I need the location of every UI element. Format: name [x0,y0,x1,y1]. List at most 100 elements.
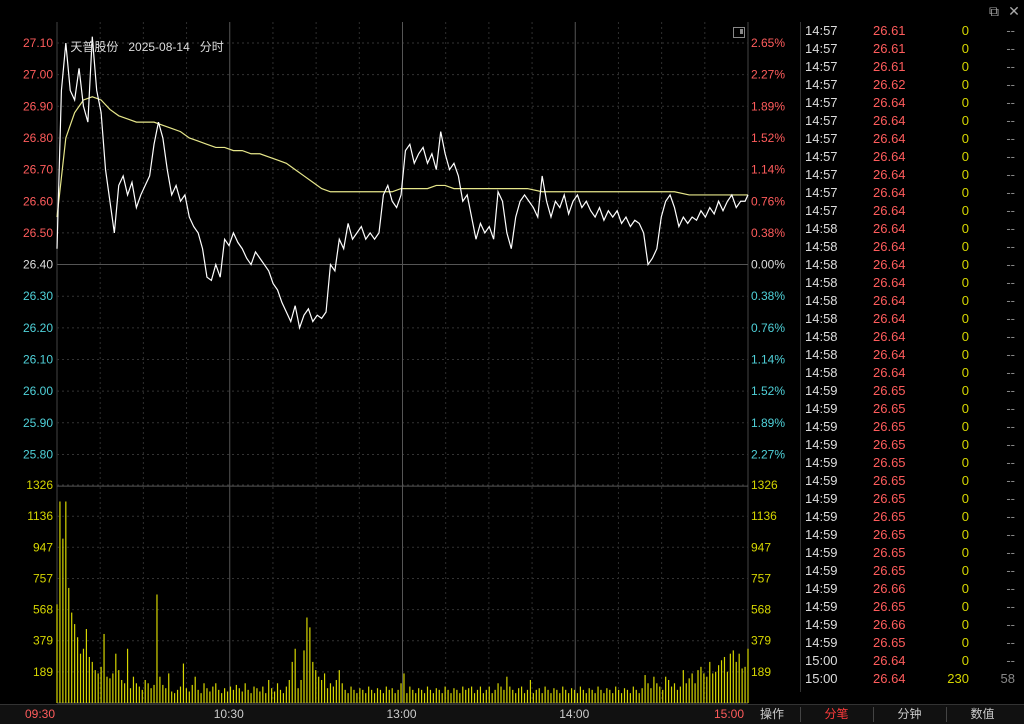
tab-minutes[interactable]: 分钟 [897,707,922,721]
trade-row: 14:58 26.64 0 -- [801,220,1024,238]
trade-price: 26.62 [873,77,906,92]
trade-row: 14:57 26.64 0 -- [801,94,1024,112]
volume-tick-label-right: 1136 [751,509,777,523]
trade-row: 14:58 26.64 0 -- [801,274,1024,292]
trade-flag: -- [1006,545,1015,560]
close-icon[interactable]: ✕ [1008,3,1020,19]
trade-price: 26.64 [873,185,906,200]
trade-price: 26.65 [873,491,906,506]
volume-tick-label-left: 757 [33,572,53,586]
trade-row: 14:58 26.64 0 -- [801,346,1024,364]
panel-toggle-icon[interactable] [733,27,745,38]
trade-time: 14:57 [805,77,838,92]
trade-row: 14:57 26.64 0 -- [801,184,1024,202]
trade-time: 14:58 [805,365,838,380]
trade-volume: 0 [961,347,969,362]
trade-row: 14:57 26.61 0 -- [801,58,1024,76]
trade-volume: 0 [961,41,969,56]
trade-time: 14:58 [805,329,838,344]
trade-row: 14:59 26.65 0 -- [801,490,1024,508]
tab-values[interactable]: 数值 [970,707,995,721]
chart-title: 天普股份 2025-08-14 分时 [57,24,234,69]
trade-time: 14:58 [805,311,838,326]
trade-row: 14:59 26.65 0 -- [801,418,1024,436]
trade-row: 14:57 26.64 0 -- [801,202,1024,220]
trade-row: 14:59 26.65 0 -- [801,544,1024,562]
trade-volume: 0 [961,563,969,578]
trade-volume: 0 [961,455,969,470]
trade-row: 14:59 26.65 0 -- [801,634,1024,652]
trade-volume: 0 [961,545,969,560]
intraday-chart[interactable]: 27.10 27.00 26.90 26.80 26.70 26.60 26.50 26.40… [0,22,800,723]
trade-price: 26.64 [873,311,906,326]
trade-volume: 0 [961,275,969,290]
trade-time: 14:58 [805,275,838,290]
trade-price: 26.64 [873,653,906,668]
trade-time: 14:57 [805,167,838,182]
trade-time: 14:57 [805,131,838,146]
trade-row: 14:58 26.64 0 -- [801,292,1024,310]
trade-volume: 0 [961,131,969,146]
trade-time: 14:59 [805,491,838,506]
trade-volume: 0 [961,635,969,650]
volume-tick-label-right: 379 [751,634,771,648]
trade-time: 14:59 [805,383,838,398]
trade-time: 14:59 [805,563,838,578]
trade-price: 26.65 [873,383,906,398]
trade-volume: 0 [961,401,969,416]
trade-flag: -- [1006,149,1015,164]
x-tick-label: 10:30 [213,707,244,721]
trade-time: 15:00 [805,671,838,686]
trade-time: 14:59 [805,509,838,524]
trade-time: 14:57 [805,41,838,56]
trade-row: 14:58 26.64 0 -- [801,364,1024,382]
trade-flag: -- [1006,383,1015,398]
price-tick-label: 25.80 [23,447,53,461]
percent-tick-label: 0.38% [751,226,785,240]
trade-volume: 0 [961,203,969,218]
trade-row: 14:58 26.64 0 -- [801,238,1024,256]
trade-price: 26.64 [873,257,906,272]
operate-button[interactable]: 操作 [759,707,784,721]
top-bar: ⧉ ✕ [0,0,1024,22]
trade-row: 14:58 26.64 0 -- [801,310,1024,328]
tab-ticks[interactable]: 分笔 [824,707,849,721]
trade-volume: 0 [961,311,969,326]
trade-flag: -- [1006,311,1015,326]
trade-volume: 0 [961,473,969,488]
percent-tick-label: 1.89% [751,416,785,430]
x-tick-label: 09:30 [25,707,56,721]
price-tick-label: 26.10 [23,353,53,367]
volume-tick-label-left: 1326 [26,478,53,492]
volume-tick-label-right: 947 [751,540,771,554]
trade-flag: -- [1006,401,1015,416]
trade-price: 26.64 [873,275,906,290]
trade-time: 14:59 [805,437,838,452]
trade-row: 14:57 26.61 0 -- [801,22,1024,40]
trade-flag: -- [1006,95,1015,110]
tick-trade-list[interactable]: 14:57 26.61 0 -- 14:57 26.61 0 -- 14:57 26.61 0 -- 1… [800,22,1024,692]
trade-price: 26.64 [873,365,906,380]
trade-price: 26.66 [873,617,906,632]
trade-flag: -- [1006,347,1015,362]
trade-volume: 0 [961,329,969,344]
price-tick-label: 25.90 [23,416,53,430]
trade-row: 15:00 26.64 230 58 [801,670,1024,688]
trade-volume: 0 [961,23,969,38]
trade-flag: -- [1006,239,1015,254]
trade-price: 26.64 [873,113,906,128]
trade-flag: -- [1006,59,1015,74]
tab-separator [873,707,874,722]
price-tick-label: 26.80 [23,131,53,145]
trade-price: 26.64 [873,203,906,218]
trade-price: 26.64 [873,293,906,308]
average-price-line [56,96,748,218]
trade-price: 26.65 [873,455,906,470]
trade-row: 14:58 26.64 0 -- [801,256,1024,274]
price-tick-label: 26.50 [23,226,53,240]
trade-price: 26.64 [873,239,906,254]
restore-window-icon[interactable]: ⧉ [989,3,999,19]
trade-price: 26.61 [873,23,906,38]
x-tick-label: 13:00 [386,707,417,721]
tab-separator [800,707,801,722]
